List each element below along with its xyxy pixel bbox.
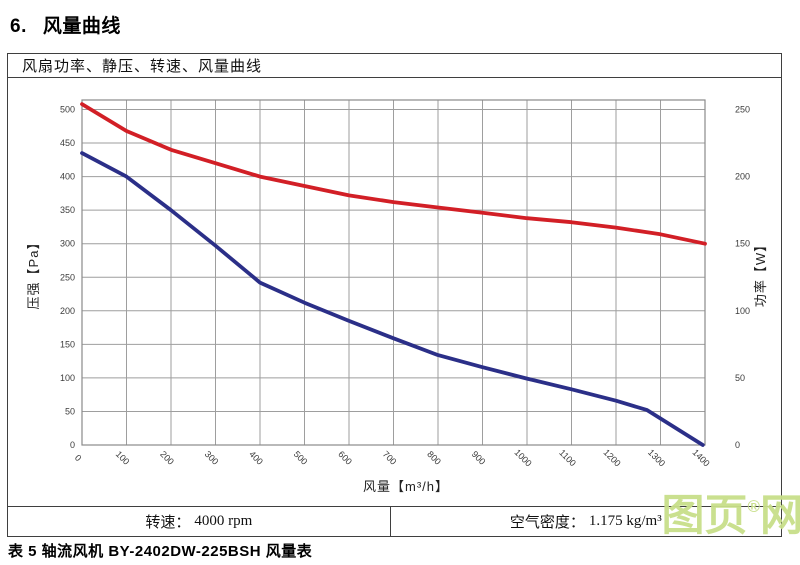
page-title: 6. 风量曲线 (10, 11, 121, 38)
x-tick-label: 900 (470, 449, 488, 467)
fan-curve-chart: 0 50 100 150 200 250 300 350 400 450 500 0 50 100 150 2… (26, 99, 768, 494)
y-right-tick-label: 50 (735, 373, 745, 383)
air-density-value: 1.175 kg/m³ (588, 513, 662, 529)
y-left-tick-label: 450 (60, 138, 75, 148)
x-tick-label: 300 (203, 449, 221, 467)
y-left-axis-title: 压强【Pa】 (26, 236, 41, 310)
y-left-tick-label: 250 (60, 272, 75, 282)
chart-area: 0 50 100 150 200 250 300 350 400 450 500 0 50 100 150 2… (8, 78, 781, 506)
x-tick-label: 700 (381, 449, 399, 467)
plot-border (81, 99, 706, 446)
y-right-tick-label: 250 (735, 105, 750, 115)
y-right-tick-label: 100 (735, 306, 750, 316)
x-tick-label: 600 (336, 449, 354, 467)
table-caption: 表 5 轴流风机 BY-2402DW-225BSH 风量表 (8, 543, 313, 560)
y-right-tick-label: 0 (735, 440, 740, 450)
y-left-tick-label: 50 (65, 406, 75, 416)
y-left-tick-label: 500 (60, 105, 75, 115)
power-curve (80, 102, 707, 246)
y-left-tick-label: 350 (60, 205, 75, 215)
x-tick-label: 1300 (646, 447, 667, 468)
watermark-text-left: 图页 (661, 492, 748, 540)
section-title: 风量曲线 (42, 16, 121, 37)
x-tick-label: 1400 (691, 447, 712, 468)
y-left-tick-label: 300 (60, 239, 75, 249)
x-tick-label: 400 (247, 449, 265, 467)
x-axis-title: 风量【m³/h】 (363, 479, 449, 494)
y-left-tick-label: 200 (60, 306, 75, 316)
speed-value: 4000 rpm (194, 513, 253, 529)
speed-label: 转速： (145, 515, 191, 531)
air-density-cell: 空气密度： 1.175 kg/m³ (391, 507, 781, 536)
watermark-logo: 图页®网 (661, 495, 800, 538)
air-density-label: 空气密度： (509, 515, 585, 531)
x-tick-label: 1100 (557, 447, 578, 468)
fan-curve-panel: 风扇功率、静压、转速、风量曲线 0 50 100 150 200 250 300 350 400… (7, 53, 782, 537)
registered-mark-icon: ® (747, 497, 760, 516)
section-number: 6. (10, 16, 27, 37)
x-tick-label: 500 (292, 449, 310, 467)
panel-footer: 转速： 4000 rpm 空气密度： 1.175 kg/m³ (8, 506, 781, 536)
y-left-tick-label: 0 (70, 440, 75, 450)
x-tick-label: 1200 (602, 447, 623, 468)
x-tick-label: 1000 (513, 447, 534, 468)
y-right-tick-label: 200 (735, 172, 750, 182)
y-left-tick-label: 400 (60, 172, 75, 182)
panel-header: 风扇功率、静压、转速、风量曲线 (8, 54, 781, 78)
x-tick-label: 200 (158, 449, 176, 467)
x-tick-label: 100 (114, 449, 132, 467)
x-tick-label: 800 (425, 449, 443, 467)
x-tick-label: 0 (73, 453, 84, 464)
y-right-axis-title: 功率【W】 (753, 238, 768, 307)
watermark-text-right: 网 (760, 492, 800, 540)
y-right-tick-label: 150 (735, 239, 750, 249)
y-left-tick-label: 150 (60, 339, 75, 349)
y-left-tick-label: 100 (60, 373, 75, 383)
speed-cell: 转速： 4000 rpm (8, 507, 391, 536)
pressure-curve (80, 151, 705, 447)
